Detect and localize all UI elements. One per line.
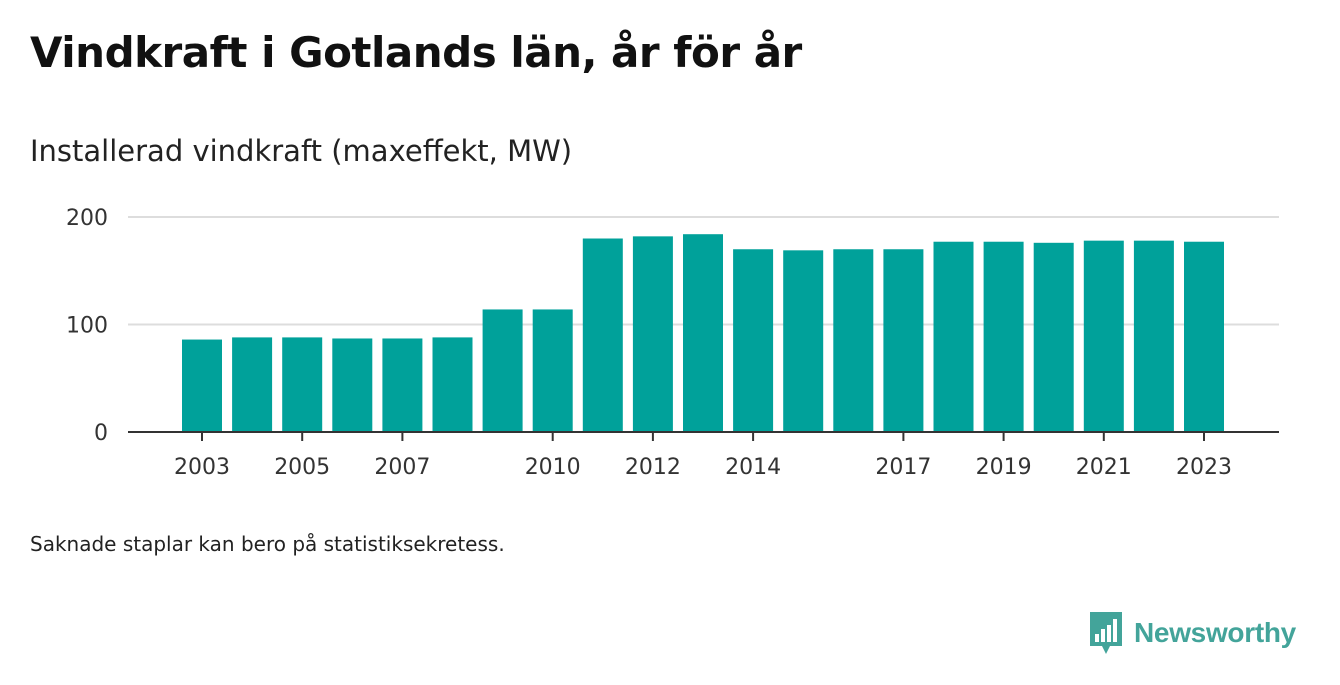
bar-2005 <box>282 337 323 432</box>
bar-2019 <box>983 241 1024 432</box>
bar-2022 <box>1133 240 1174 432</box>
x-tick-label: 2003 <box>174 455 230 480</box>
bar-chart: 0 100 200 2003 2005 2007 2010 2012 2014 2017 2019 2… <box>66 206 1279 480</box>
bar-2011 <box>582 238 623 432</box>
x-tick-label: 2007 <box>374 455 430 480</box>
bar-2015 <box>783 250 824 432</box>
x-tick-label: 2014 <box>725 455 781 480</box>
bar-chart-speech-bubble-icon <box>1090 612 1122 654</box>
bar-2008 <box>432 337 473 432</box>
x-tick-label: 2021 <box>1076 455 1132 480</box>
bar-2006 <box>332 338 373 432</box>
chart-title: Vindkraft i Gotlands län, år för år <box>30 28 802 77</box>
x-tick-label: 2023 <box>1176 455 1232 480</box>
footnote: Saknade staplar kan bero på statistiksek… <box>30 532 505 556</box>
bar-2016 <box>833 249 874 432</box>
newsworthy-logo: Newsworthy <box>1088 610 1296 656</box>
y-tick-label: 100 <box>66 314 108 339</box>
chart-subtitle: Installerad vindkraft (maxeffekt, MW) <box>30 134 573 168</box>
bar-2003 <box>182 339 222 432</box>
bar-2021 <box>1083 240 1124 432</box>
bar-2012 <box>632 236 673 432</box>
bar-2010 <box>532 309 573 432</box>
bar-2013 <box>683 234 723 432</box>
x-tick-label: 2012 <box>625 455 681 480</box>
bar-2014 <box>733 249 774 432</box>
bar-2004 <box>232 337 273 432</box>
x-tick-label: 2010 <box>525 455 581 480</box>
brand-name: Newsworthy <box>1134 617 1296 648</box>
bar-2018 <box>933 241 974 432</box>
x-tick-label: 2017 <box>875 455 931 480</box>
y-tick-label: 200 <box>66 206 108 231</box>
bar-2017 <box>883 249 924 432</box>
bar-2023 <box>1184 241 1224 432</box>
x-tick-label: 2019 <box>976 455 1032 480</box>
bar-2007 <box>382 338 423 432</box>
y-tick-label: 0 <box>94 421 108 446</box>
bar-2009 <box>482 309 523 432</box>
bar-2020 <box>1033 242 1074 432</box>
x-tick-label: 2005 <box>274 455 330 480</box>
